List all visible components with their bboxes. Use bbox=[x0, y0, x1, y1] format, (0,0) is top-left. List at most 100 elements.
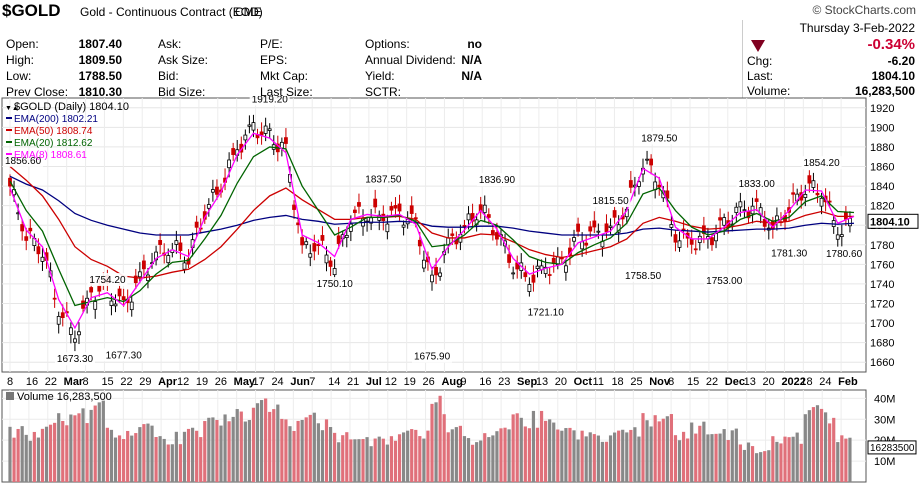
volume-bar bbox=[154, 437, 158, 482]
candle-body bbox=[710, 237, 714, 246]
candle-body bbox=[417, 239, 422, 247]
volume-bar bbox=[158, 436, 162, 482]
volume-bar bbox=[251, 407, 256, 482]
candle-body bbox=[137, 271, 142, 278]
annotation-label: 1837.50 bbox=[365, 175, 402, 186]
volume-bar bbox=[657, 421, 661, 482]
candle-body bbox=[385, 223, 390, 233]
candle-body bbox=[714, 233, 718, 242]
candle-body bbox=[511, 272, 516, 275]
candle-body bbox=[434, 266, 438, 276]
x-tick-label: Nov bbox=[649, 376, 671, 388]
candle-body bbox=[486, 214, 491, 218]
x-tick-label: 24 bbox=[271, 376, 283, 388]
volume-bar bbox=[454, 427, 458, 482]
volume-bar bbox=[742, 449, 747, 482]
candle-body bbox=[20, 224, 25, 232]
candle-body bbox=[284, 137, 288, 144]
candle-body bbox=[210, 189, 215, 193]
volume-tick-label: 10M bbox=[874, 456, 895, 468]
volume-bar bbox=[255, 403, 260, 482]
stat-label: Annual Dividend: bbox=[365, 53, 456, 67]
volume-bar bbox=[89, 409, 93, 482]
y-tick-label: 1720 bbox=[870, 299, 894, 311]
volume-bar bbox=[722, 429, 726, 482]
volume-bar bbox=[134, 433, 138, 482]
last-label: Last: bbox=[747, 69, 774, 83]
stat-label: Mkt Cap: bbox=[260, 69, 309, 83]
candle-body bbox=[117, 288, 122, 297]
annotation-label: 1879.50 bbox=[641, 133, 678, 144]
volume-bar bbox=[178, 444, 183, 482]
volume-bar bbox=[844, 438, 848, 482]
volume-bar bbox=[750, 446, 755, 482]
volume-bar bbox=[580, 430, 584, 482]
volume-bar bbox=[381, 438, 385, 482]
candle-body bbox=[353, 209, 357, 213]
volume-bar bbox=[170, 444, 174, 482]
x-tick-label: 19 bbox=[404, 376, 416, 388]
volume-bar bbox=[109, 429, 114, 482]
volume-value: 16,283,500 bbox=[854, 84, 915, 98]
volume-bar bbox=[495, 431, 499, 482]
candle-body bbox=[320, 235, 325, 241]
candle-body bbox=[409, 205, 414, 214]
stat-label: Open: bbox=[6, 37, 39, 51]
stat-label: High: bbox=[6, 53, 35, 67]
volume-bar bbox=[324, 419, 329, 482]
x-tick-label: 24 bbox=[819, 376, 831, 388]
volume-bar bbox=[462, 436, 467, 482]
volume-bar bbox=[223, 414, 227, 482]
volume-bar bbox=[641, 413, 645, 482]
volume-bar bbox=[320, 430, 325, 482]
candle-body bbox=[215, 186, 219, 195]
annotation-bg bbox=[590, 194, 631, 208]
x-tick-label: Mar bbox=[64, 376, 84, 388]
volume-bar bbox=[345, 432, 349, 482]
candle-body bbox=[73, 338, 77, 343]
volume-bar bbox=[507, 429, 511, 482]
volume-bar bbox=[515, 413, 519, 482]
volume-bar bbox=[65, 425, 69, 482]
x-tick-label: 26 bbox=[215, 376, 227, 388]
candle-body bbox=[308, 253, 313, 258]
candle-body bbox=[336, 235, 341, 244]
volume-bar bbox=[61, 420, 65, 482]
volume-bar bbox=[612, 432, 617, 482]
candle-body bbox=[572, 237, 576, 242]
annotation-bg bbox=[3, 153, 43, 167]
annotation-label: 1677.30 bbox=[106, 350, 143, 361]
y-tick-label: 1920 bbox=[870, 103, 894, 115]
volume-bar bbox=[661, 418, 665, 482]
x-tick-label: 8 bbox=[7, 376, 13, 388]
volume-bar bbox=[300, 419, 304, 482]
price-panel bbox=[1, 97, 867, 373]
volume-bar bbox=[653, 415, 657, 482]
annotation-label: 1856.60 bbox=[5, 156, 42, 167]
volume-bar bbox=[572, 430, 576, 482]
volume-bar bbox=[734, 428, 738, 482]
candle-body bbox=[523, 272, 528, 278]
annotation-label: 1750.10 bbox=[317, 279, 354, 290]
volume-bar bbox=[328, 427, 333, 482]
volume-bar bbox=[560, 430, 564, 482]
volume-bar bbox=[491, 435, 495, 482]
candle-body bbox=[121, 296, 126, 300]
ema-line-3 bbox=[9, 146, 855, 307]
legend-entry: $GOLD (Daily) 1804.10 bbox=[14, 101, 129, 113]
x-tick-label: 14 bbox=[328, 376, 340, 388]
instrument-name: Gold - Continuous Contract (EOD) bbox=[80, 5, 263, 19]
annotation-label: 1758.50 bbox=[625, 271, 662, 282]
candle-body bbox=[77, 331, 81, 336]
candle-body bbox=[389, 206, 394, 211]
candle-body bbox=[36, 246, 41, 255]
x-tick-label: 20 bbox=[763, 376, 775, 388]
stat-label: Options: bbox=[365, 37, 410, 51]
volume-bar bbox=[434, 402, 438, 482]
volume-bar bbox=[576, 439, 580, 482]
volume-bar bbox=[552, 422, 556, 482]
x-tick-label: 23 bbox=[498, 376, 510, 388]
candle-body bbox=[89, 287, 94, 293]
volume-bar bbox=[686, 438, 690, 482]
candle-body bbox=[811, 180, 816, 188]
